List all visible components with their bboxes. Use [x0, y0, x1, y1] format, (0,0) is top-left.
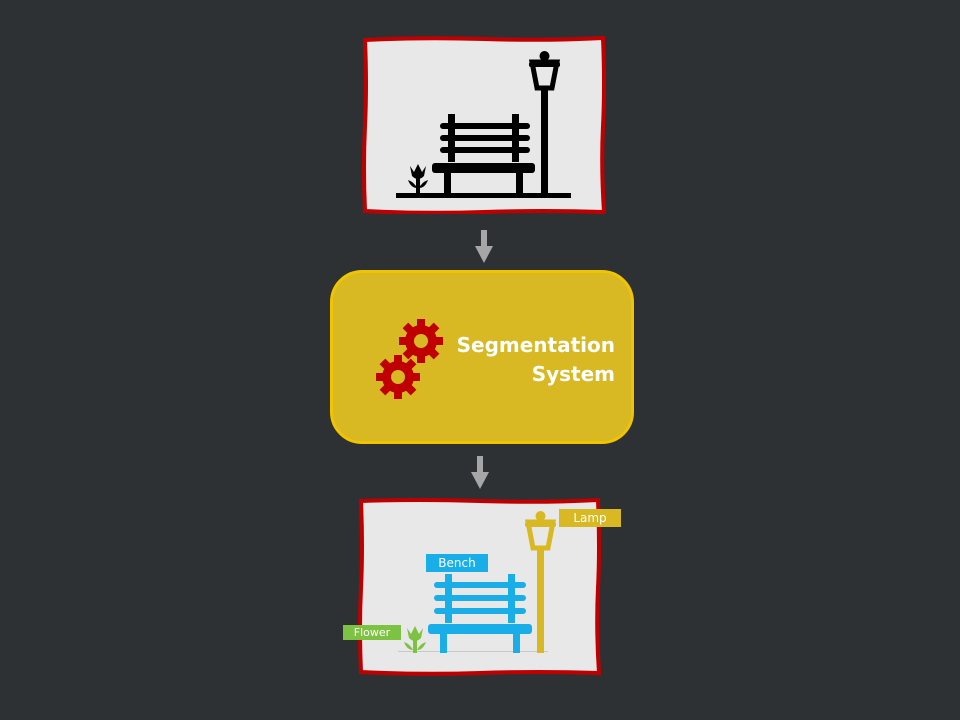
label-lamp: Lamp — [559, 509, 621, 527]
lamp-icon — [528, 51, 561, 194]
segmented-bench-icon — [428, 574, 532, 653]
input-image-frame — [362, 36, 606, 214]
segmented-lamp-icon — [524, 511, 557, 653]
flower-icon — [408, 164, 428, 194]
arrow-down-icon — [471, 456, 489, 489]
park-bench-icon — [396, 114, 571, 198]
output-image-frame — [358, 498, 602, 676]
label-bench: Bench — [426, 554, 488, 572]
label-flower: Flower — [343, 625, 401, 640]
arrow-down-icon — [475, 230, 493, 263]
segmentation-system-box: Segmentation System — [330, 270, 634, 444]
process-title-line2: System — [531, 362, 615, 386]
process-title-line1: Segmentation — [456, 333, 615, 357]
gears-icon — [376, 319, 443, 399]
process-title: Segmentation System — [457, 331, 615, 389]
segmented-flower-icon — [404, 626, 426, 653]
